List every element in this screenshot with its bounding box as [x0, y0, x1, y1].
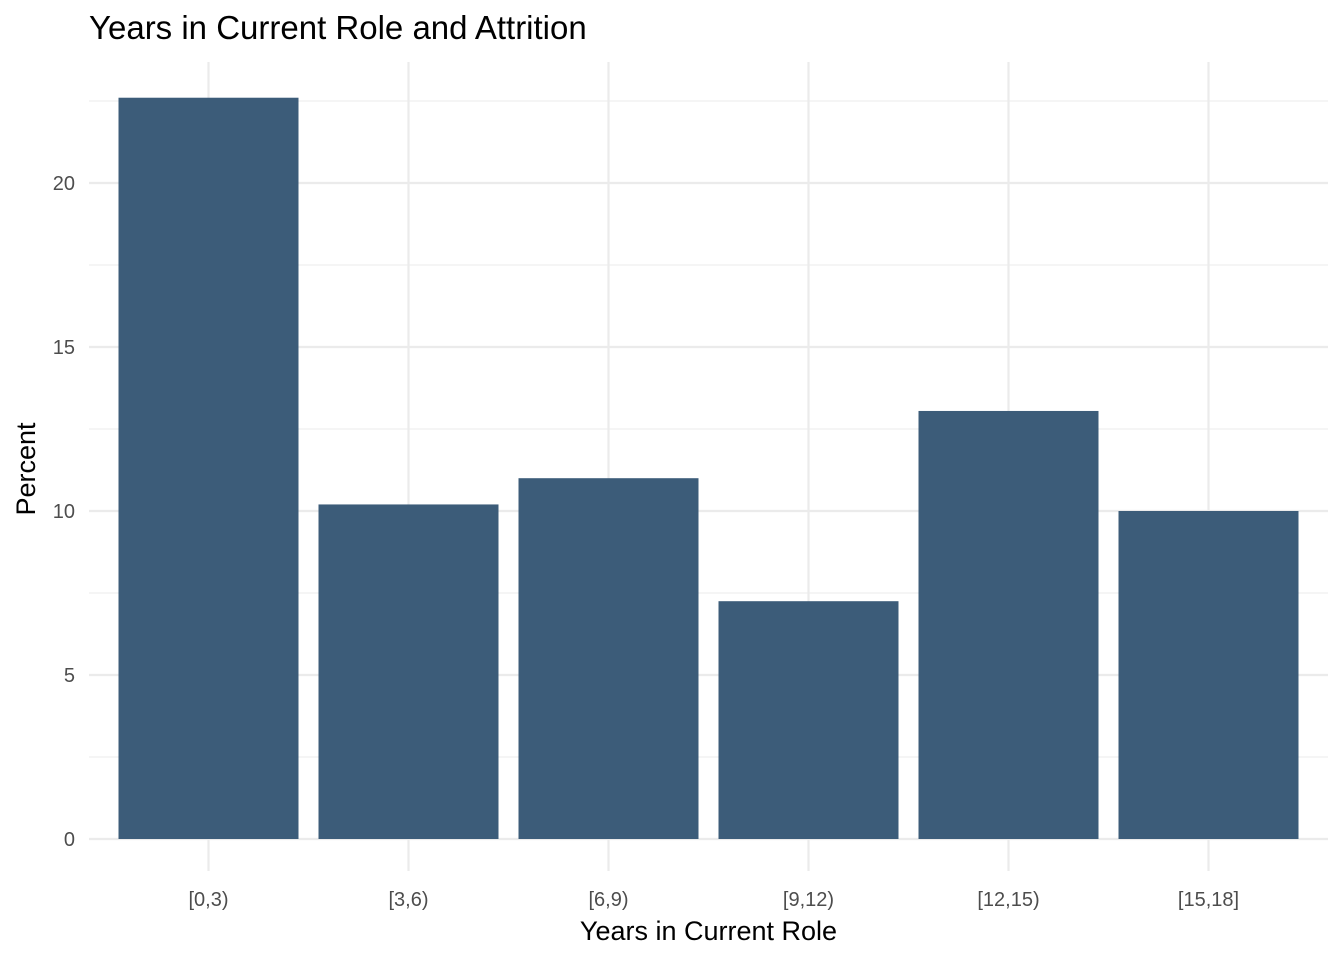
- y-tick-label: 0: [64, 829, 75, 851]
- bars: [118, 97, 1299, 840]
- x-axis-title: Years in Current Role: [580, 916, 837, 946]
- x-tick-label: [6,9): [588, 889, 628, 911]
- x-tick-label: [3,6): [388, 889, 428, 911]
- bar: [118, 97, 299, 840]
- chart-title: Years in Current Role and Attrition: [89, 9, 587, 46]
- x-tick-label: [12,15): [977, 889, 1039, 911]
- x-tick-label: [0,3): [188, 889, 228, 911]
- y-tick-label: 10: [53, 501, 75, 523]
- bar: [718, 601, 899, 839]
- x-tick-label: [15,18]: [1178, 889, 1239, 911]
- x-tick-label: [9,12): [783, 889, 834, 911]
- y-axis-title: Percent: [11, 422, 41, 516]
- bar: [918, 410, 1099, 839]
- bar: [1118, 511, 1299, 839]
- bar: [518, 478, 699, 839]
- y-axis-ticks: 0 5 10 15 20: [53, 173, 75, 851]
- bar: [318, 504, 499, 839]
- x-axis-ticks: [0,3) [3,6) [6,9) [9,12) [12,15) [15,18]: [188, 889, 1239, 911]
- y-tick-label: 5: [64, 665, 75, 687]
- y-tick-label: 20: [53, 173, 75, 195]
- y-tick-label: 15: [53, 337, 75, 359]
